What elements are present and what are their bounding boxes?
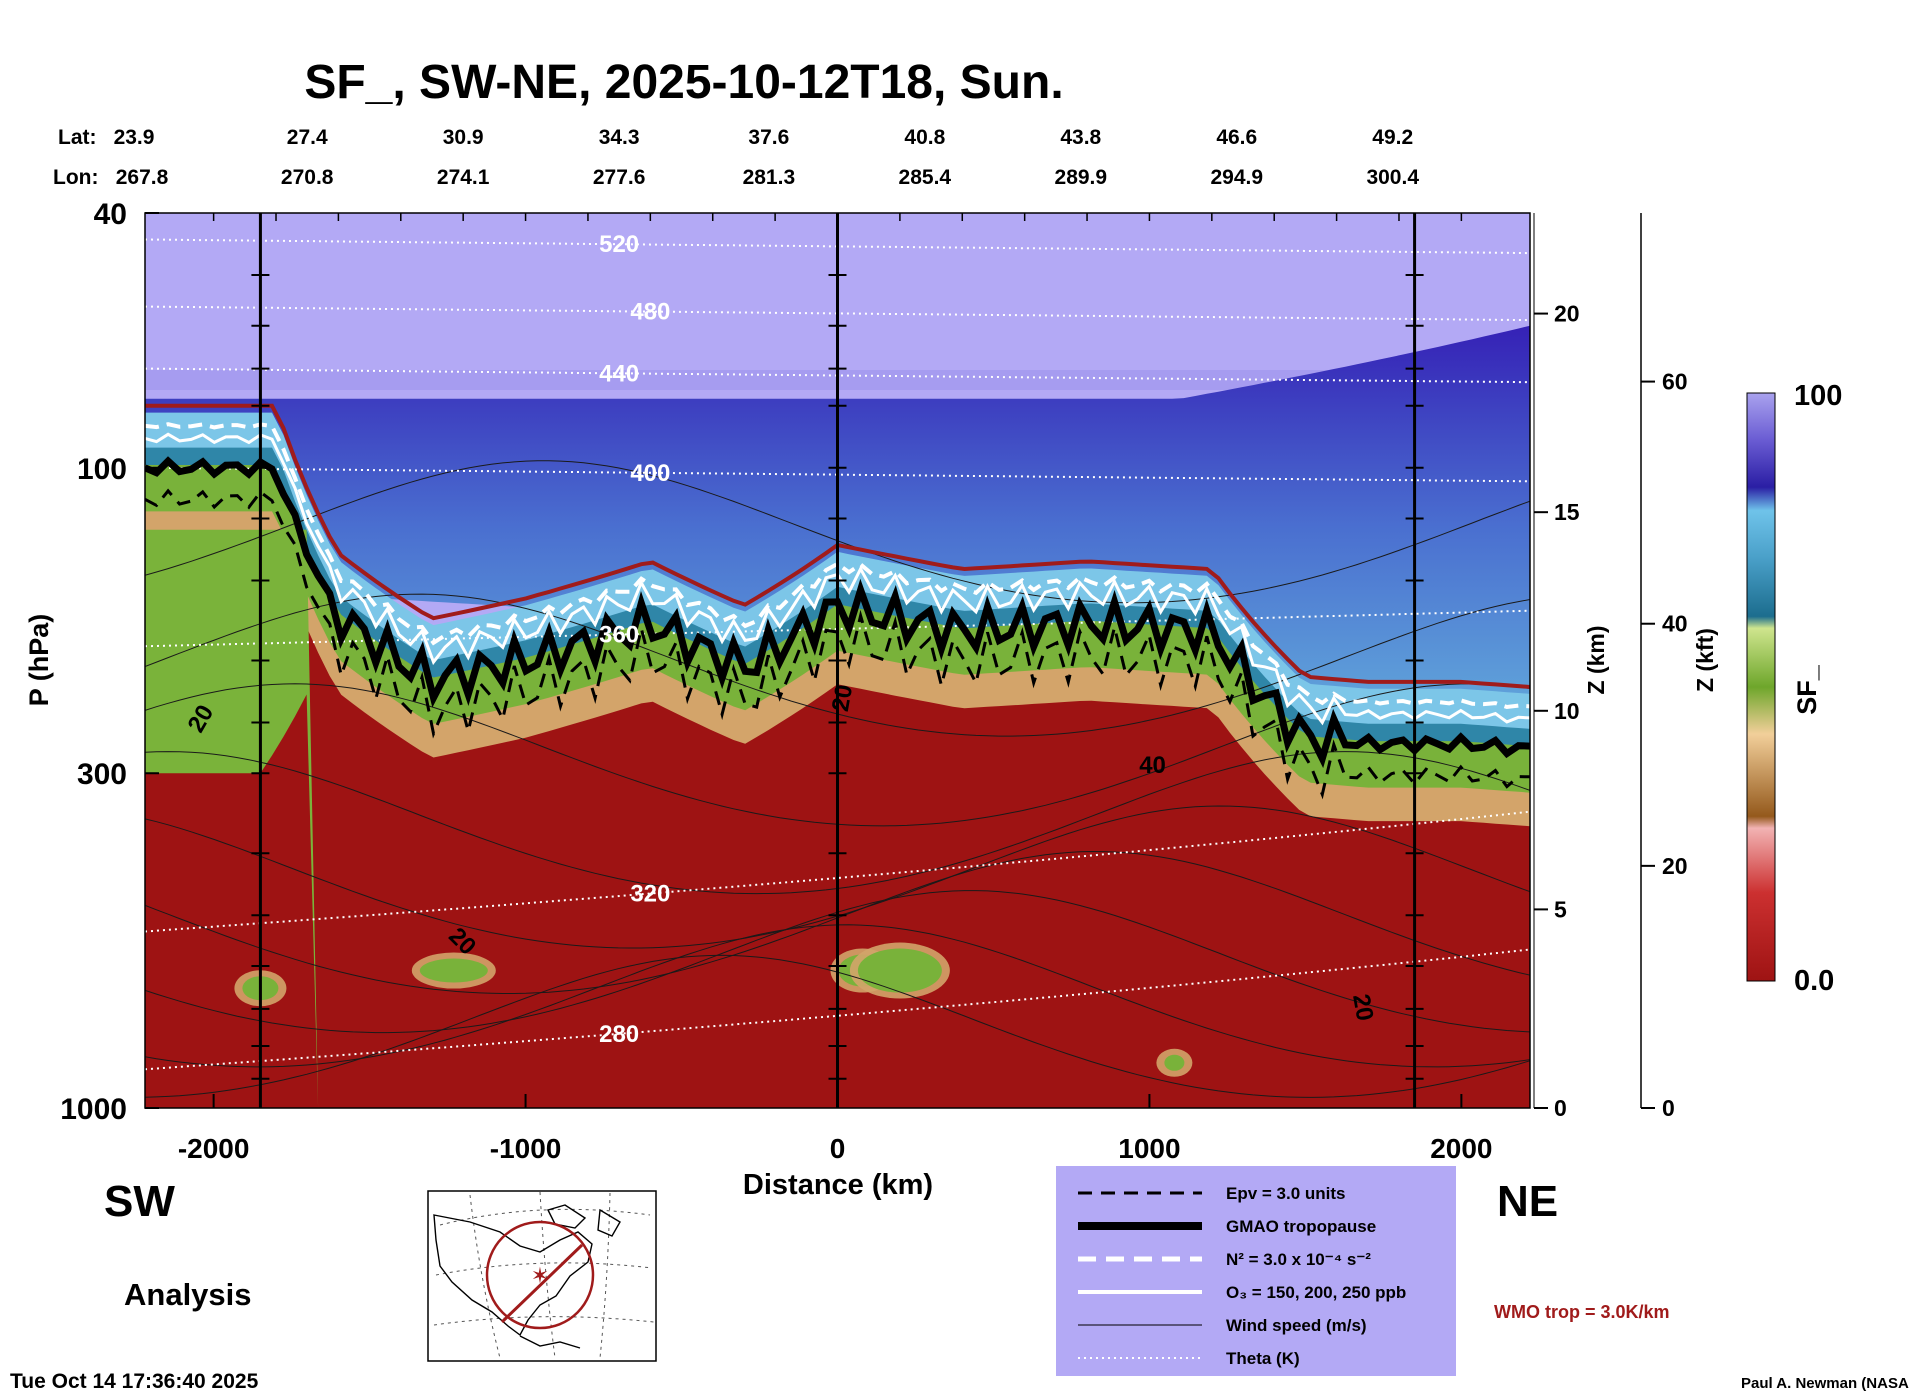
legend-label: Wind speed (m/s) [1226, 1316, 1367, 1335]
colorbar: 100 0.0 SF_ [1746, 380, 1842, 997]
y-axis-label: P (hPa) [24, 614, 54, 707]
y-tick-label: 40 [94, 198, 127, 231]
theta-contour-label: 440 [599, 360, 639, 387]
theta-contours [145, 238, 1530, 1071]
x-tick-label: -2000 [178, 1133, 250, 1164]
heatmap-patch-green [419, 958, 488, 983]
n2-contour-line [145, 422, 1530, 710]
legend-label: GMAO tropopause [1226, 1217, 1376, 1236]
z-km-tick-label: 5 [1554, 896, 1567, 922]
sw-label: SW [104, 1177, 175, 1226]
lon-value: 281.3 [743, 166, 796, 189]
heatmap-patch-green [1164, 1054, 1185, 1071]
analysis-label: Analysis [124, 1277, 252, 1312]
inset-map-coast [433, 1204, 621, 1349]
wmo-label: WMO trop = 3.0K/km [1494, 1302, 1670, 1322]
y-axis: 40 100 300 1000 [60, 198, 159, 1126]
colorbar-label: SF_ [1792, 664, 1822, 715]
theta-contour-label: 280 [599, 1021, 639, 1048]
lat-value: 30.9 [443, 126, 484, 149]
theta-contour-label: 400 [630, 460, 670, 487]
ne-label: NE [1497, 1177, 1558, 1226]
lat-value: 46.6 [1216, 126, 1257, 149]
x-axis: -2000 -1000 0 1000 2000 [178, 213, 1493, 1164]
x-tick-label: 2000 [1430, 1133, 1492, 1164]
inset-map-frame [427, 1190, 657, 1362]
theta-contour-label: 360 [599, 622, 639, 649]
theta-contour-label: 480 [630, 299, 670, 326]
lon-value: 270.8 [281, 166, 334, 189]
theta-contour-label: 320 [630, 880, 670, 907]
vertical-markers [251, 213, 1424, 1108]
x-tick-label: 1000 [1118, 1133, 1180, 1164]
lon-value: 285.4 [899, 166, 952, 189]
legend-label: O₃ = 150, 200, 250 ppb [1226, 1283, 1406, 1302]
lon-value: 277.6 [593, 166, 646, 189]
x-tick-label: -1000 [490, 1133, 562, 1164]
lat-value: 27.4 [287, 126, 328, 149]
legend-label: Epv = 3.0 units [1226, 1184, 1346, 1203]
lat-value: 23.9 [114, 126, 155, 149]
z-kft-tick-label: 20 [1662, 853, 1688, 879]
colorbar-max-label: 100 [1794, 380, 1842, 412]
timestamp: Tue Oct 14 17:36:40 2025 [10, 1370, 259, 1393]
inset-map-center-star: ✶ [531, 1263, 549, 1288]
z-km-axis: 0 5 10 15 20 [1533, 213, 1580, 1121]
z-km-tick-label: 15 [1554, 499, 1580, 525]
lat-value: 49.2 [1372, 126, 1413, 149]
y-tick-label: 300 [77, 758, 127, 791]
inset-map: ✶ [427, 1190, 657, 1362]
lon-value: 294.9 [1210, 166, 1263, 189]
legend-label: Theta (K) [1226, 1349, 1300, 1368]
lon-value: 274.1 [437, 166, 490, 189]
inset-map-range-circle [485, 1220, 595, 1330]
credit: Paul A. Newman (NASA [1741, 1375, 1909, 1392]
z-kft-tick-label: 0 [1662, 1095, 1675, 1121]
z-kft-axis-label: Z (kft) [1692, 628, 1718, 692]
colorbar-gradient [1746, 392, 1776, 982]
inset-map-grid [433, 1191, 655, 1359]
legend: Epv = 3.0 units GMAO tropopause N² = 3.0 x… [1056, 1166, 1456, 1376]
lat-value: 34.3 [599, 126, 640, 149]
y-tick-label: 1000 [60, 1093, 127, 1126]
theta-contour-label: 520 [599, 231, 639, 258]
z-kft-tick-label: 60 [1662, 369, 1688, 395]
chart-title: SF_, SW-NE, 2025-10-12T18, Sun. [304, 56, 1063, 109]
lat-value: 37.6 [748, 126, 789, 149]
lat-value: 43.8 [1060, 126, 1101, 149]
legend-box [1056, 1166, 1456, 1376]
y-tick-label: 100 [77, 453, 127, 486]
colorbar-min-label: 0.0 [1794, 965, 1834, 997]
wind-contour-label: 20 [827, 683, 858, 714]
lat-axis-label: Lat: [58, 126, 97, 149]
wind-contour-label: 20 [1347, 992, 1378, 1023]
theta-contour-labels: 520 480 440 400 360 320 280 [599, 231, 670, 1048]
legend-label: N² = 3.0 x 10⁻⁴ s⁻² [1226, 1250, 1371, 1269]
theta-contour-line [145, 948, 1530, 1071]
heatmap-left-green-region [145, 529, 1530, 1108]
lon-value: 289.9 [1055, 166, 1108, 189]
lon-value: 300.4 [1366, 166, 1419, 189]
wind-contour-label: 40 [1139, 752, 1166, 779]
z-kft-axis: 0 20 40 60 [1640, 213, 1688, 1121]
lat-lon-header: Lat: Lon: 23.9 267.8 27.4 270.8 30.9 274.1 34.… [53, 126, 1419, 189]
theta-contour-line [145, 810, 1530, 933]
z-km-tick-label: 10 [1554, 698, 1580, 724]
x-axis-label: Distance (km) [743, 1169, 933, 1201]
inset-map-track [500, 1243, 584, 1324]
z-km-axis-label: Z (km) [1583, 626, 1609, 695]
lon-axis-label: Lon: [53, 166, 98, 189]
z-km-tick-label: 0 [1554, 1095, 1567, 1121]
heatmap-patch-green [857, 948, 942, 993]
x-tick-label: 0 [830, 1133, 846, 1164]
z-km-tick-label: 20 [1554, 301, 1580, 327]
lat-value: 40.8 [904, 126, 945, 149]
heatmap-patches [234, 942, 1193, 1077]
lon-value: 267.8 [116, 166, 169, 189]
z-kft-tick-label: 40 [1662, 611, 1688, 637]
